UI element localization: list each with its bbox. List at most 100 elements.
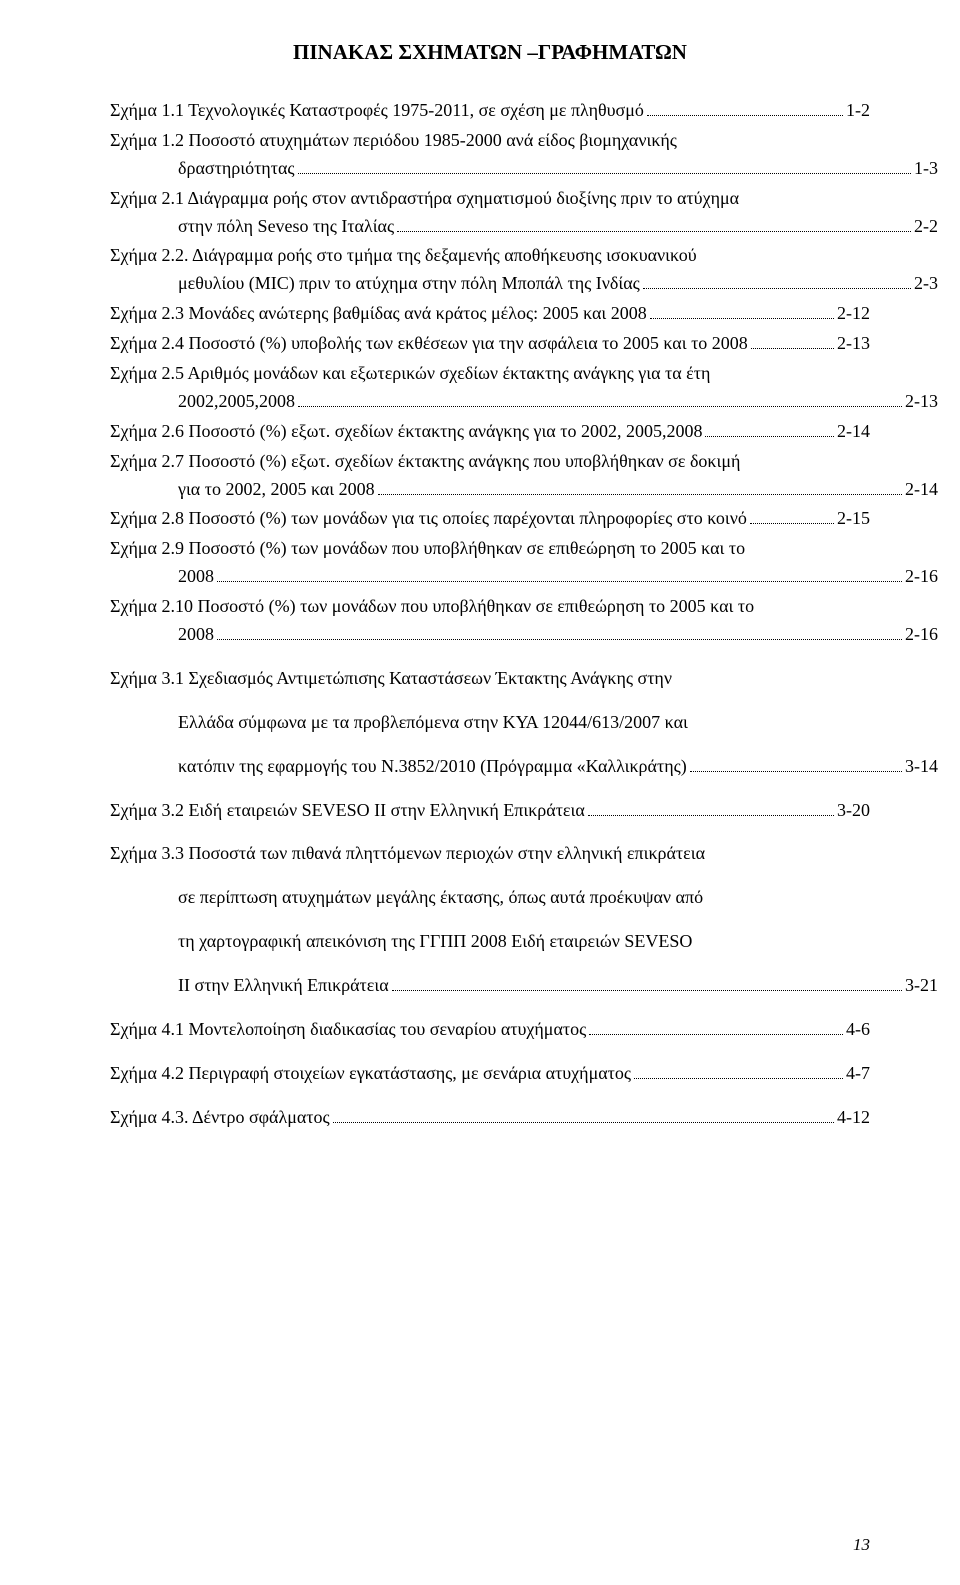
entry-page: 2-2: [914, 213, 938, 241]
toc-leader-row: 2008 2-16: [110, 621, 938, 649]
entry-text: Ποσοστό ατυχημάτων περιόδου 1985-2000 αν…: [188, 130, 676, 150]
toc-entry: Σχήμα 1.2 Ποσοστό ατυχημάτων περιόδου 19…: [110, 127, 870, 183]
entry-text: Διάγραμμα ροής στο τμήμα της δεξαμενής α…: [192, 245, 697, 265]
entry-text: Ποσοστό (%) των μονάδων που υποβλήθηκαν …: [197, 596, 754, 616]
entry-label: Σχήμα 3.3: [110, 843, 188, 863]
toc-entries: Σχήμα 1.1 Τεχνολογικές Καταστροφές 1975-…: [110, 97, 870, 1132]
page-number: 13: [853, 1535, 870, 1555]
leader-dots: [634, 1078, 843, 1079]
entry-page: 2-13: [905, 388, 938, 416]
toc-entry: Σχήμα 2.5 Αριθμός μονάδων και εξωτερικών…: [110, 360, 870, 416]
page-container: ΠΙΝΑΚΑΣ ΣΧΗΜΑΤΩΝ –ΓΡΑΦΗΜΑΤΩΝ Σχήμα 1.1 Τ…: [0, 0, 960, 1585]
toc-entry: Σχήμα 2.3 Μονάδες ανώτερης βαθμίδας ανά …: [110, 300, 870, 328]
entry-label: Σχήμα 3.1: [110, 668, 188, 688]
entry-page: 2-14: [837, 418, 870, 446]
toc-leader-row: Σχήμα 1.1 Τεχνολογικές Καταστροφές 1975-…: [110, 97, 870, 125]
entry-text: Σχήμα 2.6 Ποσοστό (%) εξωτ. σχεδίων έκτα…: [110, 418, 702, 446]
entry-text: Σχήμα 4.1 Μοντελοποίηση διαδικασίας του …: [110, 1016, 586, 1044]
leader-dots: [588, 815, 834, 816]
entry-page: 4-7: [846, 1060, 870, 1088]
entry-page: 1-2: [846, 97, 870, 125]
entry-text: Ποσοστό (%) των μονάδων που υποβλήθηκαν …: [188, 538, 745, 558]
entry-text: κατόπιν της εφαρμογής του Ν.3852/2010 (Π…: [178, 753, 687, 781]
toc-line: Σχήμα 2.10 Ποσοστό (%) των μονάδων που υ…: [110, 593, 870, 621]
toc-leader-row: στην πόλη Seveso της Ιταλίας 2-2: [110, 213, 938, 241]
entry-page: 3-20: [837, 797, 870, 825]
leader-dots: [690, 771, 902, 772]
entry-text: Σχήμα 2.3 Μονάδες ανώτερης βαθμίδας ανά …: [110, 300, 647, 328]
toc-entry: Σχήμα 2.10 Ποσοστό (%) των μονάδων που υ…: [110, 593, 870, 649]
entry-text: Διάγραμμα ροής στον αντιδραστήρα σχηματι…: [187, 188, 739, 208]
leader-dots: [397, 231, 911, 232]
toc-leader-row: 2008 2-16: [110, 563, 938, 591]
leader-dots: [217, 639, 902, 640]
toc-leader-row: Σχήμα 4.2 Περιγραφή στοιχείων εγκατάστασ…: [110, 1060, 870, 1088]
leader-dots: [378, 494, 902, 495]
leader-dots: [589, 1034, 843, 1035]
leader-dots: [751, 348, 834, 349]
entry-text: Σχεδιασμός Αντιμετώπισης Καταστάσεων Έκτ…: [188, 668, 672, 688]
entry-page: 1-3: [914, 155, 938, 183]
toc-line: Σχήμα 3.3 Ποσοστά των πιθανά πληττόμενων…: [110, 840, 870, 868]
entry-page: 2-15: [837, 505, 870, 533]
toc-entry: Σχήμα 2.9 Ποσοστό (%) των μονάδων που υπ…: [110, 535, 870, 591]
toc-line: Σχήμα 2.7 Ποσοστό (%) εξωτ. σχεδίων έκτα…: [110, 448, 870, 476]
toc-entry: Σχήμα 1.1 Τεχνολογικές Καταστροφές 1975-…: [110, 97, 870, 125]
entry-text: Αριθμός μονάδων και εξωτερικών σχεδίων έ…: [187, 363, 710, 383]
toc-leader-row: 2002,2005,2008 2-13: [110, 388, 938, 416]
toc-entry: Σχήμα 3.2 Ειδή εταιρειών SEVESO II στην …: [110, 797, 870, 825]
leader-dots: [298, 406, 902, 407]
entry-text: Ποσοστά των πιθανά πληττόμενων περιοχών …: [188, 843, 705, 863]
entry-label: Σχήμα 2.9: [110, 538, 188, 558]
toc-leader-row: δραστηριότητας 1-3: [110, 155, 938, 183]
entry-text: 2002,2005,2008: [178, 388, 295, 416]
toc-leader-row: II στην Ελληνική Επικράτεια 3-21: [110, 972, 938, 1000]
leader-dots: [750, 523, 834, 524]
toc-leader-row: Σχήμα 2.4 Ποσοστό (%) υποβολής των εκθέσ…: [110, 330, 870, 358]
entry-page: 2-3: [914, 270, 938, 298]
leader-dots: [333, 1122, 834, 1123]
leader-dots: [647, 115, 843, 116]
toc-entry: Σχήμα 2.2. Διάγραμμα ροής στο τμήμα της …: [110, 242, 870, 298]
toc-line: Σχήμα 2.1 Διάγραμμα ροής στον αντιδραστή…: [110, 185, 870, 213]
entry-text: Σχήμα 4.2 Περιγραφή στοιχείων εγκατάστασ…: [110, 1060, 631, 1088]
leader-dots: [298, 173, 911, 174]
entry-label: Σχήμα 2.5: [110, 363, 187, 383]
toc-entry: Σχήμα 2.4 Ποσοστό (%) υποβολής των εκθέσ…: [110, 330, 870, 358]
page-title: ΠΙΝΑΚΑΣ ΣΧΗΜΑΤΩΝ –ΓΡΑΦΗΜΑΤΩΝ: [110, 40, 870, 65]
entry-page: 2-16: [905, 621, 938, 649]
toc-entry: Σχήμα 4.3. Δέντρο σφάλματος 4-12: [110, 1104, 870, 1132]
toc-leader-row: Σχήμα 4.1 Μοντελοποίηση διαδικασίας του …: [110, 1016, 870, 1044]
toc-leader-row: Σχήμα 2.3 Μονάδες ανώτερης βαθμίδας ανά …: [110, 300, 870, 328]
toc-leader-row: μεθυλίου (MIC) πριν το ατύχημα στην πόλη…: [110, 270, 938, 298]
toc-entry: Σχήμα 2.8 Ποσοστό (%) των μονάδων για τι…: [110, 505, 870, 533]
leader-dots: [705, 436, 834, 437]
toc-line: Σχήμα 2.2. Διάγραμμα ροής στο τμήμα της …: [110, 242, 870, 270]
leader-dots: [643, 288, 911, 289]
entry-text: Σχήμα 3.2 Ειδή εταιρειών SEVESO II στην …: [110, 797, 585, 825]
entry-page: 4-12: [837, 1104, 870, 1132]
entry-text: μεθυλίου (MIC) πριν το ατύχημα στην πόλη…: [178, 270, 640, 298]
entry-label: Σχήμα 2.10: [110, 596, 197, 616]
toc-line: τη χαρτογραφική απεικόνιση της ΓΓΠΠ 2008…: [110, 928, 870, 956]
toc-entry: Σχήμα 4.1 Μοντελοποίηση διαδικασίας του …: [110, 1016, 870, 1044]
entry-page: 2-16: [905, 563, 938, 591]
toc-line: Ελλάδα σύμφωνα με τα προβλεπόμενα στην Κ…: [110, 709, 870, 737]
entry-text: II στην Ελληνική Επικράτεια: [178, 972, 389, 1000]
entry-text: Σχήμα 4.3. Δέντρο σφάλματος: [110, 1104, 330, 1132]
entry-page: 3-14: [905, 753, 938, 781]
toc-leader-row: Σχήμα 2.6 Ποσοστό (%) εξωτ. σχεδίων έκτα…: [110, 418, 870, 446]
entry-text: Σχήμα 2.8 Ποσοστό (%) των μονάδων για τι…: [110, 505, 747, 533]
entry-text: Ποσοστό (%) εξωτ. σχεδίων έκτακτης ανάγκ…: [188, 451, 740, 471]
leader-dots: [392, 990, 902, 991]
toc-line: σε περίπτωση ατυχημάτων μεγάλης έκτασης,…: [110, 884, 870, 912]
toc-leader-row: Σχήμα 2.8 Ποσοστό (%) των μονάδων για τι…: [110, 505, 870, 533]
toc-line: Σχήμα 1.2 Ποσοστό ατυχημάτων περιόδου 19…: [110, 127, 870, 155]
toc-line: Σχήμα 3.1 Σχεδιασμός Αντιμετώπισης Κατασ…: [110, 665, 870, 693]
entry-label: Σχήμα 2.1: [110, 188, 187, 208]
toc-entry: Σχήμα 2.7 Ποσοστό (%) εξωτ. σχεδίων έκτα…: [110, 448, 870, 504]
entry-label: Σχήμα 2.2.: [110, 245, 192, 265]
toc-leader-row: Σχήμα 4.3. Δέντρο σφάλματος 4-12: [110, 1104, 870, 1132]
toc-leader-row: κατόπιν της εφαρμογής του Ν.3852/2010 (Π…: [110, 753, 938, 781]
toc-leader-row: Σχήμα 3.2 Ειδή εταιρειών SEVESO II στην …: [110, 797, 870, 825]
